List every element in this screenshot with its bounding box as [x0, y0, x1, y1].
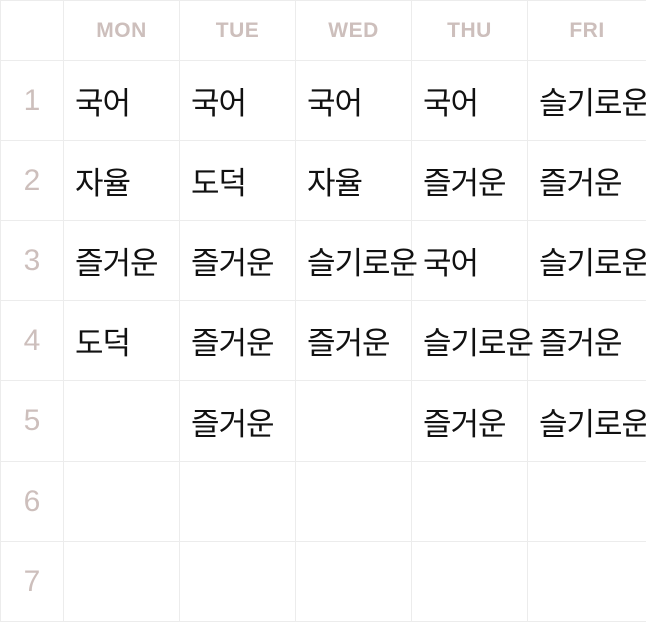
subject-cell[interactable]: [296, 381, 412, 462]
subject-cell[interactable]: 국어: [412, 221, 528, 301]
period-label: 7: [0, 542, 64, 622]
subject-label: 자율: [75, 166, 131, 202]
subject-cell[interactable]: 즐거운: [412, 141, 528, 221]
subject-cell[interactable]: 슬기로운: [528, 221, 646, 301]
subject-label: 국어: [75, 86, 131, 122]
period-label: 4: [0, 301, 64, 381]
period-label: 6: [0, 462, 64, 542]
subject-cell[interactable]: 즐거운: [528, 141, 646, 221]
subject-cell[interactable]: 즐거운: [180, 381, 296, 462]
subject-cell[interactable]: 슬기로운: [528, 381, 646, 462]
day-header-thu: THU: [412, 0, 528, 61]
subject-label: 즐거운: [423, 166, 507, 202]
subject-cell[interactable]: 슬기로운: [528, 61, 646, 141]
subject-label: 국어: [307, 86, 363, 122]
subject-cell[interactable]: [180, 542, 296, 622]
subject-cell[interactable]: [528, 462, 646, 542]
subject-label: 슬기로운: [539, 86, 646, 122]
subject-label: 슬기로운: [539, 246, 646, 282]
subject-label: 즐거운: [191, 406, 275, 443]
subject-label: 슬기로운: [539, 406, 646, 443]
subject-cell[interactable]: 슬기로운: [412, 301, 534, 381]
subject-cell[interactable]: [528, 542, 646, 622]
subject-label: 슬기로운: [307, 246, 418, 282]
subject-cell[interactable]: [412, 542, 528, 622]
subject-cell[interactable]: 즐거운: [528, 301, 646, 381]
period-label: 3: [0, 221, 64, 301]
subject-cell[interactable]: 국어: [412, 61, 528, 141]
subject-cell[interactable]: 국어: [180, 61, 296, 141]
subject-label: 즐거운: [423, 406, 507, 443]
subject-cell[interactable]: [64, 462, 180, 542]
day-header-fri: FRI: [528, 0, 646, 61]
subject-cell[interactable]: 즐거운: [412, 381, 528, 462]
subject-label: 국어: [423, 86, 479, 122]
subject-cell[interactable]: 즐거운: [296, 301, 412, 381]
subject-label: 즐거운: [539, 166, 623, 202]
subject-cell[interactable]: 국어: [296, 61, 412, 141]
subject-cell[interactable]: [296, 462, 412, 542]
subject-label: 즐거운: [307, 326, 391, 362]
subject-label: 도덕: [191, 166, 247, 202]
subject-cell[interactable]: [180, 462, 296, 542]
subject-label: 즐거운: [191, 246, 275, 282]
subject-label: 즐거운: [75, 246, 159, 282]
subject-label: 슬기로운: [423, 326, 534, 362]
subject-cell[interactable]: 도덕: [180, 141, 296, 221]
subject-cell[interactable]: 즐거운: [64, 221, 180, 301]
subject-label: 즐거운: [191, 326, 275, 362]
day-header-tue: TUE: [180, 0, 296, 61]
subject-label: 국어: [423, 246, 479, 282]
subject-cell[interactable]: [412, 462, 528, 542]
subject-cell[interactable]: 즐거운: [180, 221, 296, 301]
period-label: 1: [0, 61, 64, 141]
subject-label: 자율: [307, 166, 363, 202]
subject-cell[interactable]: 슬기로운: [296, 221, 418, 301]
subject-cell[interactable]: 즐거운: [180, 301, 296, 381]
period-label: 2: [0, 141, 64, 221]
subject-cell[interactable]: 자율: [64, 141, 180, 221]
subject-cell[interactable]: 자율: [296, 141, 412, 221]
period-label: 5: [0, 381, 64, 462]
day-header-wed: WED: [296, 0, 412, 61]
subject-label: 도덕: [75, 326, 131, 362]
subject-cell[interactable]: [64, 381, 180, 462]
corner-cell: [0, 0, 64, 61]
subject-label: 국어: [191, 86, 247, 122]
subject-label: 즐거운: [539, 326, 623, 362]
subject-cell[interactable]: 국어: [64, 61, 180, 141]
day-header-mon: MON: [64, 0, 180, 61]
subject-cell[interactable]: [296, 542, 412, 622]
subject-cell[interactable]: 도덕: [64, 301, 180, 381]
subject-cell[interactable]: [64, 542, 180, 622]
